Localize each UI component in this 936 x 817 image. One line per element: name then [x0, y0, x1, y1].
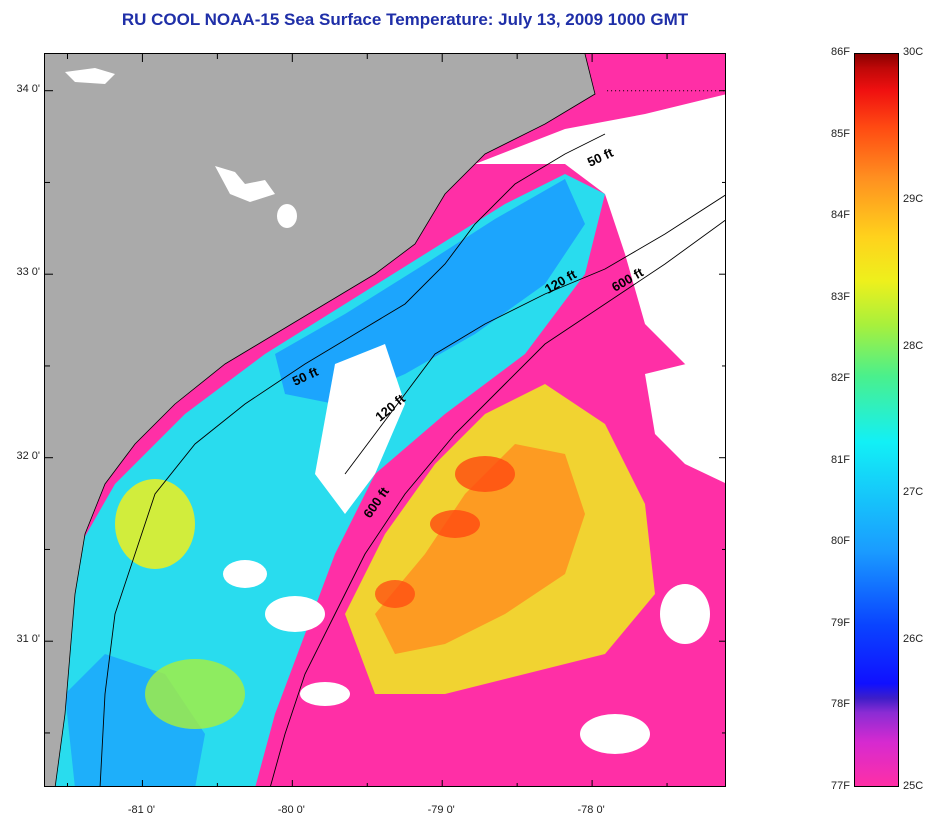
temperature-colorbar: [854, 53, 899, 787]
cloud-northeast: [475, 94, 725, 393]
sst-map: 50 ft 50 ft 120 ft 120 ft 600 ft 600 ft: [44, 53, 726, 787]
lat-tick-label: 34 0': [16, 82, 40, 95]
colorbar-f-label: 83F: [831, 290, 850, 303]
cloud-patch-4: [580, 714, 650, 754]
warm-patch-coast: [115, 479, 195, 569]
colorbar-f-label: 79F: [831, 616, 850, 629]
lon-tick-label: -80 0': [277, 804, 305, 816]
warm-patch-south: [145, 659, 245, 729]
lon-tick-label: -78 0': [577, 804, 605, 816]
colorbar-f-label: 86F: [831, 46, 850, 58]
hot-core-2: [430, 510, 480, 538]
colorbar-c-label: 28C: [903, 339, 924, 352]
isobath-600ft: [270, 219, 725, 786]
hot-core-3: [375, 580, 415, 608]
colorbar-c-label: 27C: [903, 486, 924, 499]
map-title: RU COOL NOAA-15 Sea Surface Temperature:…: [121, 10, 689, 29]
cloud-patch-5: [660, 584, 710, 644]
isobath-50ft: [99, 133, 606, 786]
land-mass: [45, 54, 595, 786]
cloud-patch-2: [223, 560, 267, 588]
colorbar-c-label: 30C: [903, 46, 924, 58]
cloud-patch-3: [300, 682, 350, 706]
colorbar-f-label: 80F: [831, 535, 850, 548]
lon-tick-label: -81 0': [127, 804, 156, 816]
colorbar-c-label: 25C: [903, 780, 924, 792]
lon-tick-label: -79 0': [427, 804, 455, 816]
lat-tick-label: 31 0': [16, 633, 40, 646]
colorbar-f-label: 84F: [831, 209, 850, 222]
cool-water-zone: [275, 179, 585, 404]
colorbar-c-label: 26C: [903, 633, 924, 646]
cloud-center: [315, 344, 405, 514]
lat-tick-label: 32 0': [16, 449, 40, 462]
lat-tick-label: 33 0': [16, 266, 40, 279]
colorbar-f-label: 78F: [831, 698, 850, 711]
isobath-120ft: [344, 194, 725, 475]
colorbar-f-label: 81F: [831, 453, 850, 466]
sst-map-canvas: 50 ft 50 ft 120 ft 120 ft 600 ft 600 ft: [45, 54, 725, 786]
cloud-over-land-1: [215, 166, 275, 202]
cloud-over-land-2: [277, 204, 297, 228]
cloud-east: [645, 354, 725, 484]
gulf-stream-hot: [375, 444, 585, 654]
coastline: [54, 54, 596, 786]
colorbar-f-label: 82F: [831, 372, 850, 385]
lake-marion: [65, 68, 115, 84]
colorbar-c-label: 29C: [903, 192, 924, 205]
graticule: [45, 54, 725, 786]
colorbar-f-label: 85F: [831, 127, 850, 140]
cloud-patch-1: [265, 596, 325, 632]
colorbar-f-label: 77F: [831, 780, 850, 792]
hot-core-1: [455, 456, 515, 492]
